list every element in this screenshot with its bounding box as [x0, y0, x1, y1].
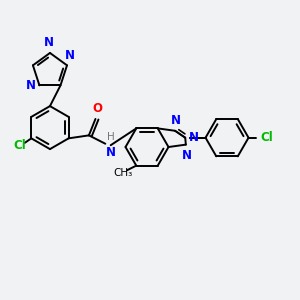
Text: CH₃: CH₃: [113, 168, 133, 178]
Text: N: N: [44, 36, 54, 50]
Text: N: N: [171, 114, 181, 127]
Text: H: H: [107, 132, 115, 142]
Text: N: N: [26, 79, 36, 92]
Text: N: N: [189, 131, 199, 144]
Text: N: N: [106, 146, 116, 159]
Text: N: N: [182, 148, 191, 161]
Text: N: N: [65, 49, 75, 62]
Text: Cl: Cl: [260, 131, 273, 144]
Text: Cl: Cl: [13, 139, 26, 152]
Text: O: O: [93, 102, 103, 116]
